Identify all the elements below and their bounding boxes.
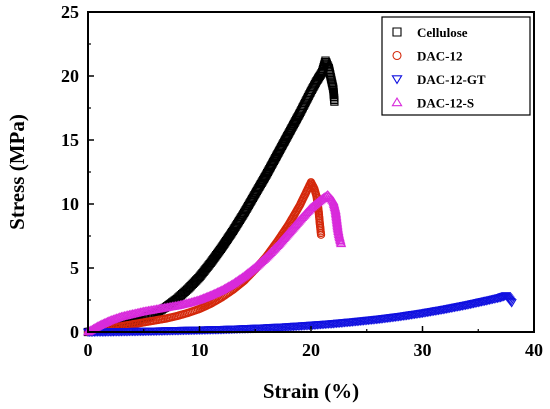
- y-tick-label: 25: [61, 2, 79, 22]
- data-point: [317, 69, 326, 78]
- legend-marker: [392, 27, 402, 37]
- x-axis-label: Strain (%): [263, 379, 359, 403]
- x-tick-label: 10: [191, 340, 209, 360]
- plot-area: [82, 56, 517, 338]
- y-tick-label: 20: [61, 66, 79, 86]
- x-tick-label: 20: [302, 340, 320, 360]
- series-dac-12-s: [82, 190, 347, 336]
- y-axis-label: Stress (MPa): [5, 114, 29, 230]
- x-tick-label: 30: [414, 340, 432, 360]
- y-axis: 0 5 10 15 20 25: [61, 2, 94, 342]
- y-tick-label: 10: [61, 194, 79, 214]
- y-tick-label: 5: [70, 258, 79, 278]
- legend-label: DAC-12-S: [417, 96, 474, 111]
- legend-marker: [391, 97, 403, 107]
- x-tick-label: 40: [525, 340, 543, 360]
- data-point: [311, 78, 320, 87]
- y-tick-label: 15: [61, 130, 79, 150]
- x-axis: 0 10 20 30 40: [84, 326, 543, 360]
- legend-box: [381, 16, 531, 116]
- data-point: [335, 238, 347, 248]
- series-dac-12: [83, 178, 326, 337]
- data-point: [330, 97, 339, 106]
- legend: Cellulose DAC-12 DAC-12-GT DAC-12-S: [381, 16, 531, 116]
- legend-label: Cellulose: [417, 25, 468, 40]
- data-point: [506, 299, 517, 308]
- x-tick-label: 0: [84, 340, 93, 360]
- legend-label: DAC-12-GT: [417, 72, 486, 87]
- legend-label: DAC-12: [417, 49, 463, 64]
- legend-marker: [392, 50, 402, 61]
- legend-marker: [391, 75, 403, 85]
- data-point: [314, 74, 323, 83]
- y-tick-label: 0: [70, 322, 79, 342]
- data-point: [316, 230, 326, 239]
